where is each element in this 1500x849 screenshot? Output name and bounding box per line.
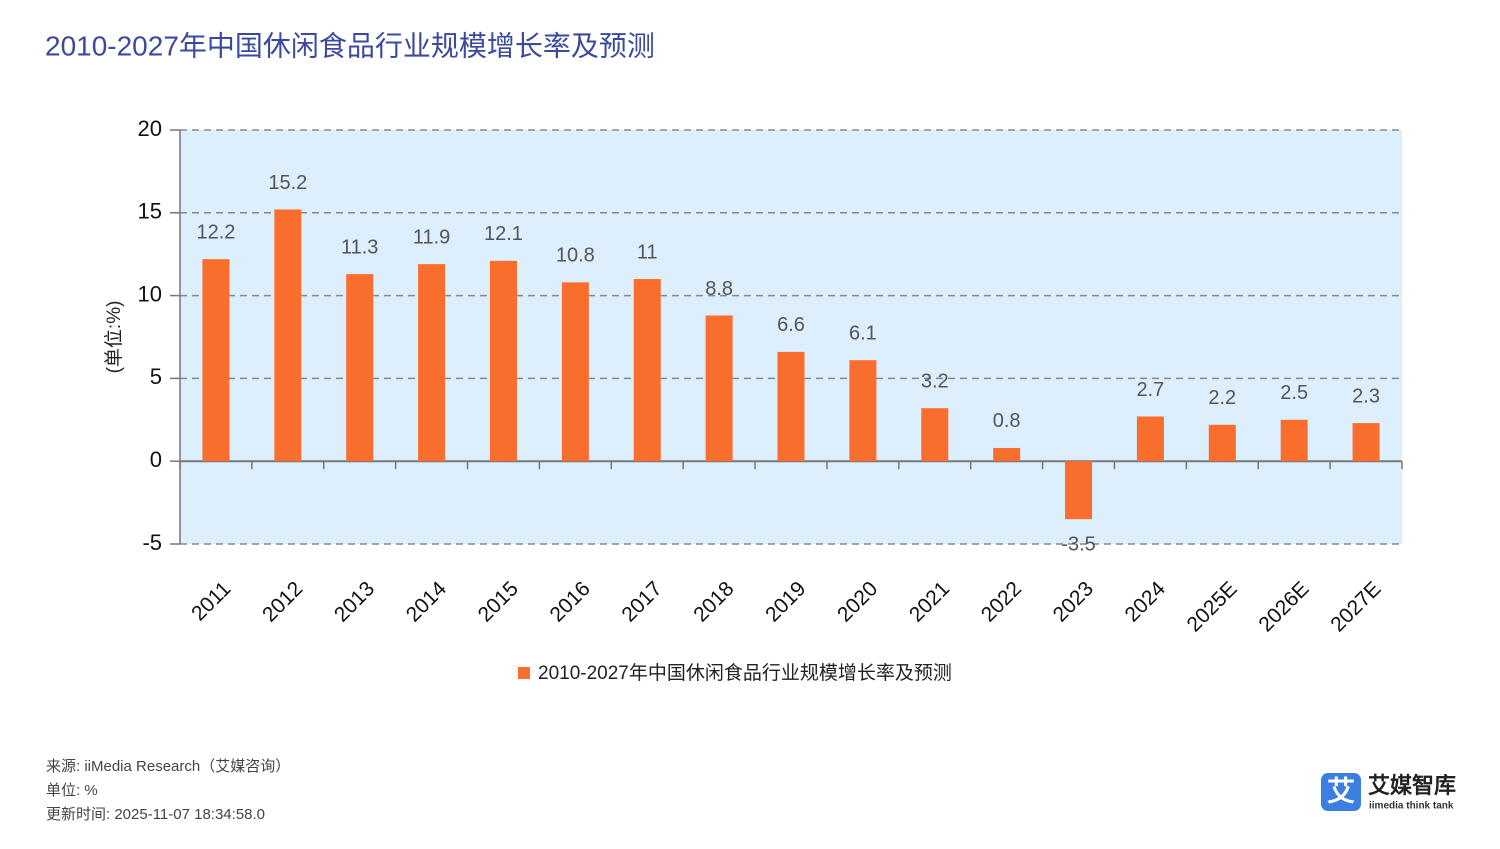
- x-tick-label: 2023: [1049, 577, 1098, 626]
- bar: [1352, 423, 1380, 462]
- bar: [777, 351, 805, 462]
- x-tick-label: 2019: [761, 577, 810, 626]
- x-tick-label: 2013: [330, 577, 379, 626]
- x-tick-label: 2017: [617, 577, 666, 626]
- data-label: 2.7: [1137, 379, 1165, 401]
- data-label: 2.2: [1208, 387, 1236, 409]
- data-label: 11.9: [413, 226, 450, 248]
- x-tick-label: 2022: [977, 577, 1026, 626]
- bar: [633, 279, 661, 462]
- data-label: 11: [637, 241, 658, 263]
- data-label: 15.2: [268, 172, 307, 194]
- footer-source: 来源: iiMedia Research（艾媒咨询）: [46, 758, 290, 775]
- y-tick-label: 20: [138, 116, 162, 141]
- bar: [1136, 416, 1164, 462]
- chart-title: 2010-2027年中国休闲食品行业规模增长率及预测: [45, 30, 655, 61]
- data-label: 12.2: [196, 221, 235, 243]
- bar: [561, 282, 589, 462]
- bar: [418, 264, 446, 462]
- y-tick-label: 5: [150, 364, 162, 389]
- data-label: 10.8: [556, 245, 595, 267]
- logo-name: 艾媒智库: [1368, 773, 1456, 798]
- data-label: -3.5: [1061, 533, 1095, 555]
- bar: [346, 274, 374, 462]
- data-label: 11.3: [341, 236, 378, 258]
- data-label: 2.5: [1280, 382, 1308, 404]
- data-label: 3.2: [921, 370, 949, 392]
- data-label: 6.1: [849, 322, 877, 344]
- logo-icon-text: 艾: [1327, 775, 1355, 806]
- footer-updated: 更新时间: 2025-11-07 18:34:58.0: [46, 806, 265, 823]
- data-label: 0.8: [993, 410, 1021, 432]
- bar: [1280, 419, 1308, 462]
- x-tick-label: 2027E: [1326, 577, 1385, 636]
- y-tick-label: -5: [142, 530, 162, 555]
- bar: [921, 408, 949, 462]
- x-tick-label: 2025E: [1183, 577, 1242, 636]
- y-tick-label: 15: [138, 199, 162, 224]
- x-tick-label: 2014: [402, 577, 452, 627]
- bar: [274, 209, 302, 462]
- data-label: 12.1: [484, 223, 523, 245]
- logo-subtitle: iimedia think tank: [1369, 801, 1454, 812]
- x-tick-label: 2026E: [1254, 577, 1313, 636]
- x-tick-label: 2011: [187, 577, 235, 625]
- bar: [1065, 461, 1093, 520]
- x-tick-label: 2018: [689, 577, 738, 626]
- x-tick-label: 2016: [546, 577, 595, 626]
- y-axis-label: (单位:%): [103, 301, 125, 374]
- bar: [202, 259, 230, 462]
- x-tick-label: 2024: [1121, 577, 1171, 627]
- bar: [705, 315, 733, 462]
- x-tick-label: 2020: [833, 577, 882, 626]
- x-tick-label: 2015: [474, 577, 523, 626]
- y-tick-label: 0: [150, 447, 162, 472]
- data-label: 8.8: [705, 278, 733, 300]
- logo-icon: [1321, 773, 1361, 811]
- bar: [993, 447, 1021, 462]
- data-label: 6.6: [777, 314, 805, 336]
- legend-swatch: [518, 667, 530, 679]
- footer-unit: 单位: %: [46, 782, 98, 799]
- bar: [849, 360, 877, 462]
- bar: [489, 260, 517, 462]
- bar: [1208, 424, 1236, 462]
- y-tick-label: 10: [138, 281, 162, 306]
- legend-label: 2010-2027年中国休闲食品行业规模增长率及预测: [538, 662, 952, 684]
- data-label: 2.3: [1352, 385, 1380, 407]
- x-tick-label: 2012: [258, 577, 307, 626]
- plot-background: [180, 130, 1402, 544]
- x-tick-label: 2021: [905, 577, 954, 626]
